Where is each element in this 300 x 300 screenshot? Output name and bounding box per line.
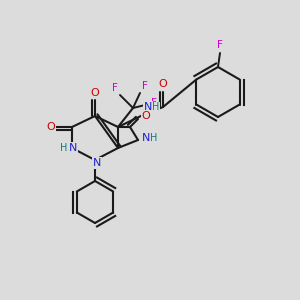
Text: N: N	[69, 143, 77, 153]
Text: O: O	[46, 122, 56, 132]
Text: N: N	[93, 158, 101, 168]
Text: F: F	[217, 40, 223, 50]
Text: H: H	[152, 102, 160, 112]
Text: O: O	[159, 79, 167, 89]
Text: N: N	[144, 102, 152, 112]
Text: N: N	[142, 133, 150, 143]
Text: H: H	[60, 143, 68, 153]
Text: O: O	[91, 88, 99, 98]
Text: O: O	[142, 111, 150, 121]
Text: F: F	[142, 81, 148, 91]
Text: F: F	[151, 98, 157, 108]
Text: H: H	[150, 133, 158, 143]
Text: F: F	[112, 83, 118, 93]
